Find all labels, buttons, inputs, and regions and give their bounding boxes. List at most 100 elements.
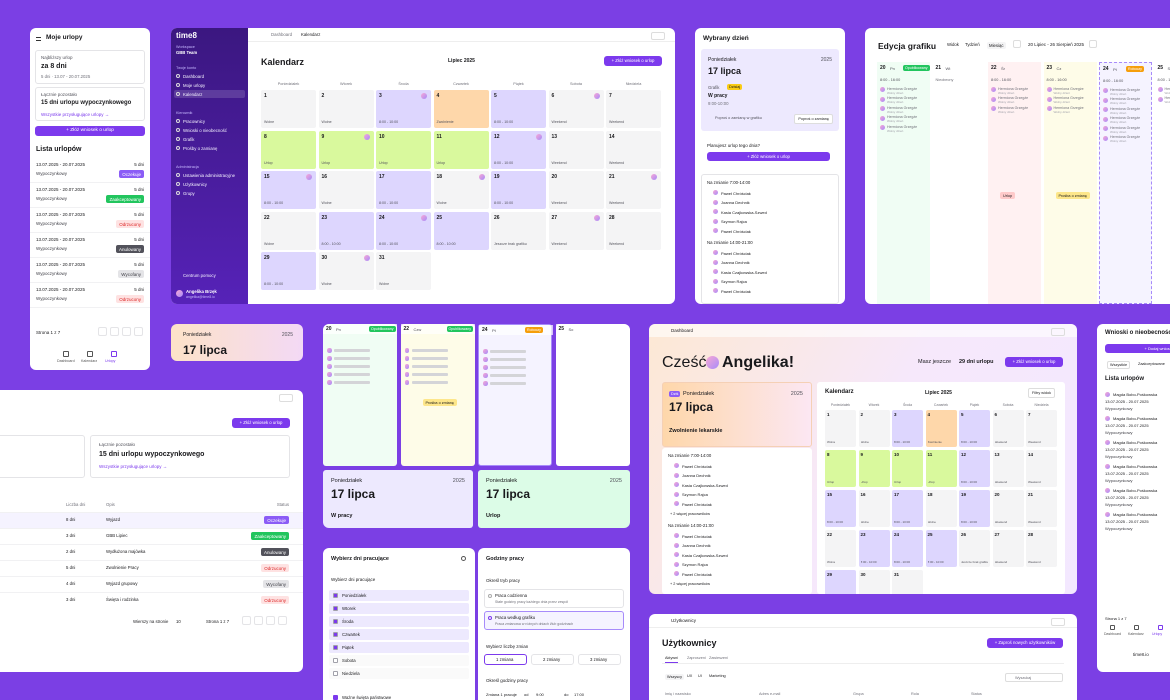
day-cell[interactable]: 6 Weekend xyxy=(992,410,1024,447)
day-cell[interactable]: 21 Weekend xyxy=(606,171,661,209)
day-row[interactable] xyxy=(329,616,469,627)
day-cell[interactable]: 17 8:00 - 10:00 xyxy=(376,171,431,209)
nav-label[interactable]: Urlopy xyxy=(105,359,116,363)
nav-label[interactable]: Dashboard xyxy=(57,359,75,363)
page-button[interactable] xyxy=(266,616,275,625)
link[interactable]: Wszystkie przysługujące urlopy → xyxy=(99,464,168,469)
day-cell[interactable]: 4 Zwolnienie xyxy=(433,90,489,128)
day-cell[interactable]: 15 8:00 - 10:00 xyxy=(825,490,856,527)
swap-button[interactable]: Poproś o zamianę xyxy=(794,114,833,124)
tab[interactable]: Zaakceptowane xyxy=(1138,362,1165,366)
day-cell[interactable]: 1 Wolne xyxy=(825,410,856,447)
filter[interactable]: Wszyscy xyxy=(665,674,684,680)
nav-item[interactable]: Dashboard xyxy=(183,73,205,79)
day-row[interactable] xyxy=(329,590,469,601)
invite-button[interactable]: + Zaproś nowych użytkowników xyxy=(987,638,1063,648)
day-cell[interactable]: 5 8:00 - 10:00 xyxy=(959,410,990,447)
option[interactable] xyxy=(484,589,624,608)
day-cell[interactable]: 25 8:00 - 10:00 xyxy=(925,530,957,567)
day-cell[interactable]: 20 Weekend xyxy=(548,171,604,209)
help[interactable]: Centrum pomocy xyxy=(183,273,216,278)
tab[interactable]: Wszystkie xyxy=(1107,361,1131,369)
day-cell[interactable]: 22 Wolne xyxy=(825,530,856,567)
filters[interactable]: Filtry widok xyxy=(1028,388,1055,398)
day-cell[interactable]: 20 Weekend xyxy=(992,490,1024,527)
day-cell[interactable]: 23 8:00 - 10:00 xyxy=(858,530,890,567)
day-cell[interactable]: 10 Urlop xyxy=(892,450,923,487)
day-cell[interactable]: 13 Weekend xyxy=(548,130,604,169)
day-cell[interactable]: 9 Urlop xyxy=(318,130,374,169)
page-button[interactable] xyxy=(98,327,107,336)
day-cell[interactable]: 28 Weekend xyxy=(1026,530,1057,567)
link[interactable]: Wszystkie przysługujące urlopy → xyxy=(41,112,110,117)
nav-item[interactable]: Kalendarz xyxy=(183,91,203,97)
request-button[interactable]: + Złóż wniosek o urlop xyxy=(35,126,145,136)
nav-item[interactable]: Pracownicy xyxy=(183,118,205,124)
day-cell[interactable]: 3 8:00 - 10:00 xyxy=(892,410,923,447)
shift-option[interactable] xyxy=(531,654,574,665)
day-cell[interactable]: 3 8:00 - 10:00 xyxy=(376,90,431,128)
tab[interactable]: Tydzień xyxy=(965,42,980,47)
day-cell[interactable]: 12 8:00 - 10:00 xyxy=(491,130,546,169)
tab[interactable]: Zawieszeni xyxy=(709,656,728,660)
tab[interactable]: Widok xyxy=(947,42,959,47)
day-cell[interactable]: 298:00 - 10:00 xyxy=(825,570,856,594)
day-cell[interactable]: 13 Weekend xyxy=(992,450,1024,487)
plan-button[interactable]: + Złóż wniosek o urlop xyxy=(707,152,830,161)
page-button[interactable] xyxy=(134,327,143,336)
day-cell[interactable]: 19 8:00 - 10:00 xyxy=(491,171,546,209)
day-cell[interactable]: 14 Weekend xyxy=(1026,450,1057,487)
page-button[interactable] xyxy=(242,616,251,625)
day-cell[interactable]: 12 8:00 - 10:00 xyxy=(959,450,990,487)
day-cell[interactable]: 10 Urlop xyxy=(376,130,431,169)
day-cell[interactable]: 8 Urlop xyxy=(825,450,856,487)
day-cell[interactable]: 23 8:00 - 10:00 xyxy=(318,211,374,250)
day-row[interactable] xyxy=(329,603,469,614)
day-cell[interactable]: 22 Wolne xyxy=(261,211,316,250)
nav-label[interactable]: Dashboard xyxy=(1104,632,1122,636)
day-cell[interactable]: 9 Urlop xyxy=(858,450,890,487)
nav-item[interactable]: Użytkownicy xyxy=(183,181,207,187)
day-cell[interactable]: 14 Weekend xyxy=(606,130,661,169)
shift-option[interactable] xyxy=(578,654,621,665)
day-cell[interactable]: 21 Weekend xyxy=(1026,490,1057,527)
day-cell[interactable]: 18 Wolne xyxy=(433,171,489,209)
nav-item[interactable]: Wnioski o nieobecność xyxy=(183,127,227,133)
day-cell[interactable]: 1 Wolne xyxy=(261,90,316,128)
page-button[interactable] xyxy=(254,616,263,625)
filter[interactable]: Marketing xyxy=(709,674,726,678)
tab[interactable]: Zaproszeni xyxy=(687,656,706,660)
day-cell[interactable]: 27 Weekend xyxy=(992,530,1024,567)
prev[interactable] xyxy=(1013,40,1021,48)
request-button[interactable]: + Złóż wniosek o urlop xyxy=(604,56,662,66)
option[interactable] xyxy=(484,611,624,630)
day-cell[interactable]: 4 Zwolnienie xyxy=(925,410,957,447)
day-cell[interactable]: 16 Wolne xyxy=(318,171,374,209)
day-cell[interactable]: 25 8:00 - 10:00 xyxy=(433,211,489,250)
day-cell[interactable]: 7 Weekend xyxy=(606,90,661,128)
day-cell[interactable]: 24 8:00 - 10:00 xyxy=(892,530,923,567)
shift-option[interactable] xyxy=(484,654,527,665)
nav-item[interactable]: Grafik xyxy=(183,136,195,142)
day-row[interactable] xyxy=(329,629,469,640)
day-cell[interactable]: 18 Wolne xyxy=(925,490,957,527)
page-button[interactable] xyxy=(122,327,131,336)
page-button[interactable] xyxy=(110,327,119,336)
breadcrumb[interactable]: Dashboard xyxy=(271,32,293,37)
nav-item[interactable]: Ustawienia administracyjne xyxy=(183,172,236,178)
day-cell[interactable]: 2 Wolne xyxy=(858,410,890,447)
day-cell[interactable]: 27 Weekend xyxy=(548,211,604,250)
nav-label[interactable]: Urlopy xyxy=(1152,632,1163,636)
day-cell[interactable]: 11 Urlop xyxy=(433,130,489,169)
tab[interactable]: Miesiąc xyxy=(987,42,1006,49)
day-row[interactable] xyxy=(329,668,469,679)
close[interactable] xyxy=(461,556,466,561)
day-cell[interactable]: 16 Wolne xyxy=(858,490,890,527)
day-cell[interactable]: 5 8:00 - 10:00 xyxy=(491,90,546,128)
day-cell[interactable]: 24 8:00 - 10:00 xyxy=(376,211,431,250)
day-cell[interactable]: 8 Urlop xyxy=(261,130,316,169)
day-cell[interactable]: 2 Wolne xyxy=(318,90,374,128)
